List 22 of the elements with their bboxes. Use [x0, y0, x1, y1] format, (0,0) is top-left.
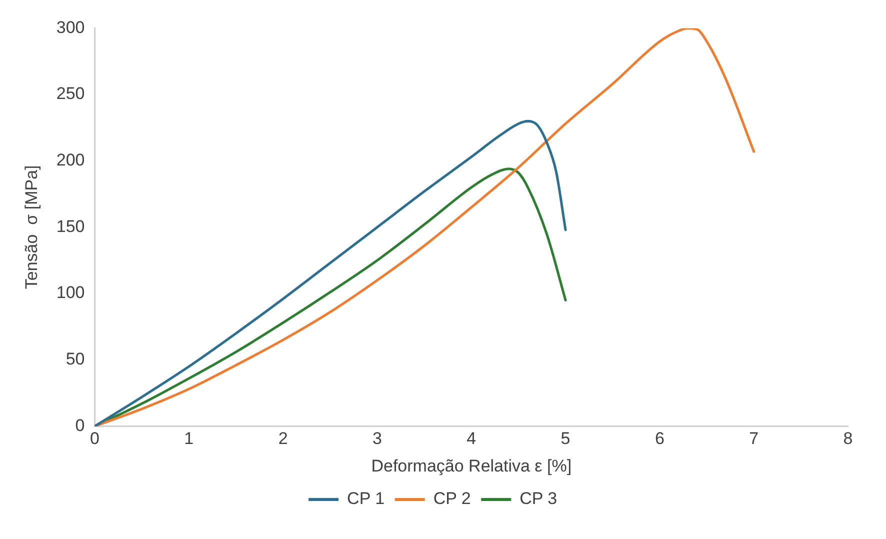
- y-tick-label: 0: [75, 416, 85, 435]
- legend-label: CP 2: [433, 489, 471, 508]
- legend-label: CP 3: [520, 489, 558, 508]
- x-tick-label: 3: [372, 429, 382, 448]
- x-tick-label: 4: [466, 429, 476, 448]
- y-tick-label: 300: [56, 18, 85, 37]
- x-axis-title: Deformação Relativa ε [%]: [371, 456, 572, 476]
- y-tick-label: 250: [56, 84, 85, 104]
- legend-label: CP 1: [347, 489, 385, 508]
- y-tick-label: 200: [56, 150, 85, 170]
- y-tick-label: 150: [56, 216, 85, 236]
- x-tick-label: 8: [843, 429, 853, 448]
- x-tick-label: 1: [184, 429, 194, 448]
- y-tick-label: 100: [56, 283, 85, 302]
- x-tick-label: 5: [560, 429, 570, 448]
- line-series: [94, 120, 567, 426]
- y-axis-title: Tensão σ [MPa]: [22, 165, 41, 290]
- x-tick-label: 0: [90, 429, 100, 448]
- x-tick-label: 7: [749, 429, 759, 448]
- x-tick-label: 6: [654, 429, 664, 448]
- y-tick-label: 50: [66, 350, 85, 369]
- x-tick-label: 2: [278, 429, 288, 448]
